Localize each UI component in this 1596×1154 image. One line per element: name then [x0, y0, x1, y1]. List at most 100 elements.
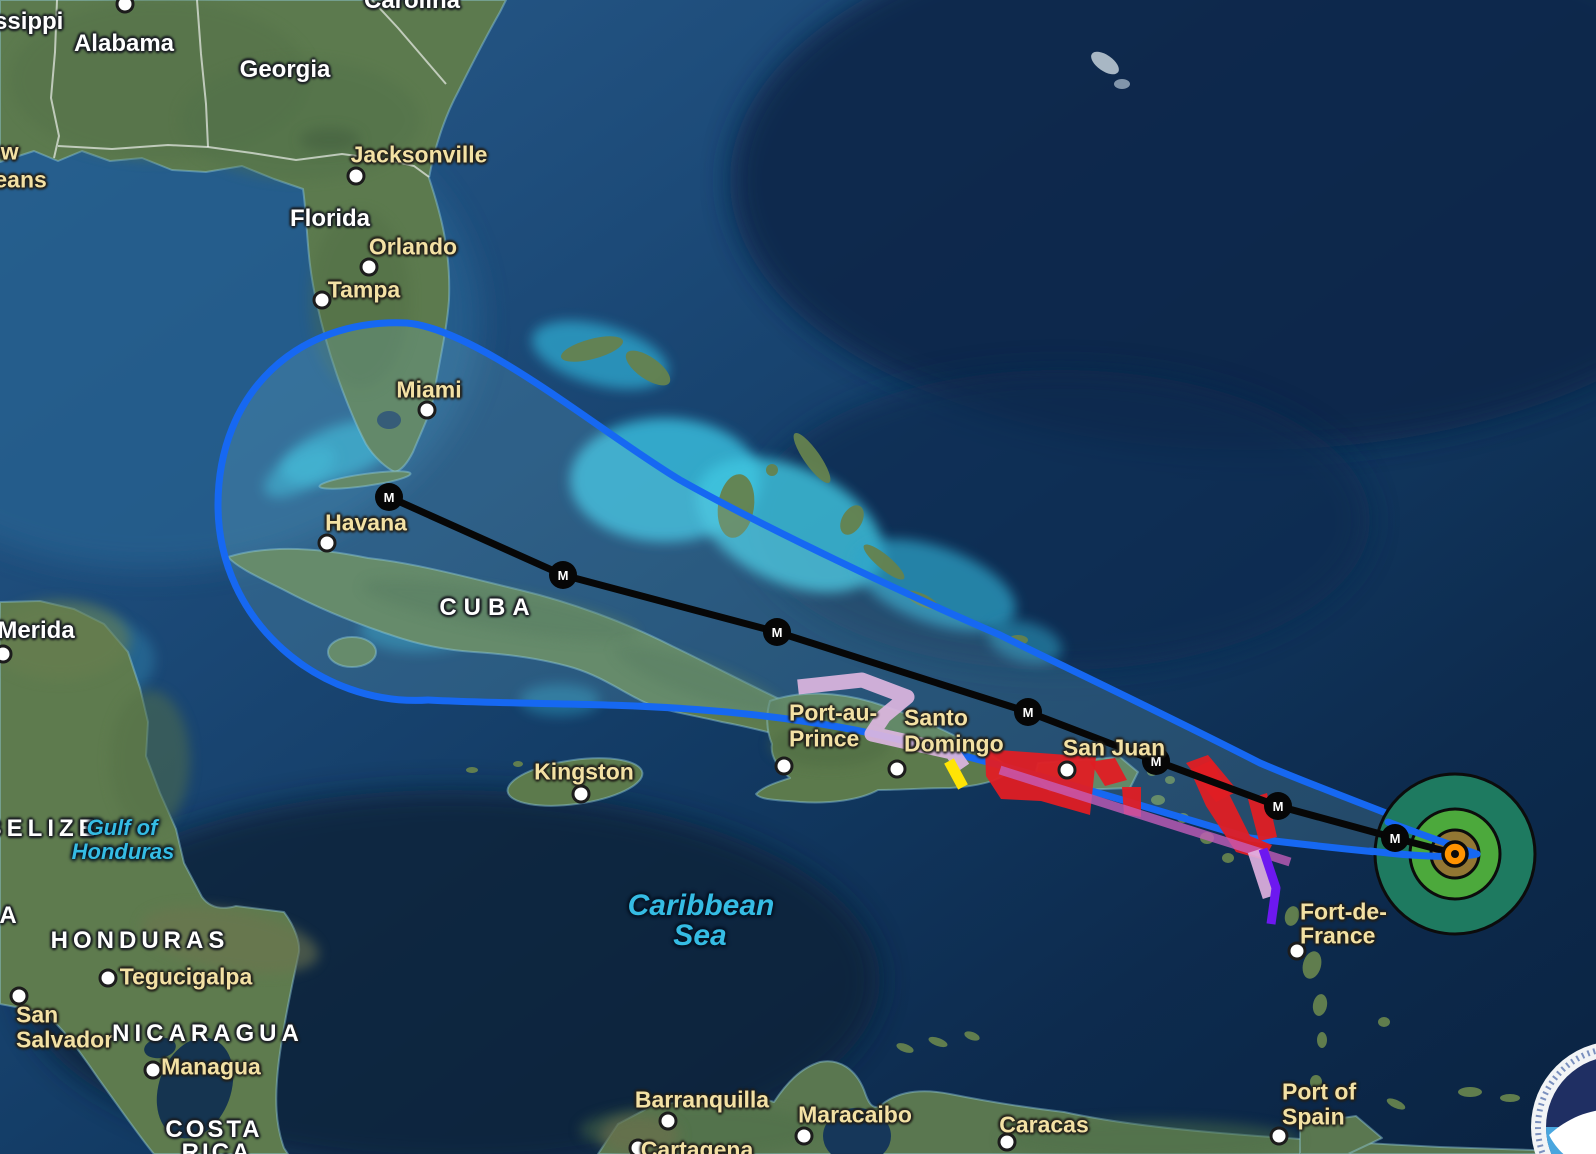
city-dot-tegucigalpa [98, 968, 118, 988]
city-dot-spain [1269, 1126, 1289, 1146]
watch-magenta-band [998, 765, 1292, 867]
track-point-major-hurricane-4: M [1014, 698, 1042, 726]
noaa-logo-bird-icon [1549, 1110, 1596, 1154]
water-label-sea: Sea [673, 919, 727, 952]
city-dot-caracas [997, 1132, 1017, 1152]
track-point-letter: M [1150, 753, 1162, 769]
cloud-speck-small [1114, 79, 1130, 89]
lake-maracaibo [823, 1108, 891, 1154]
region-label-ssippi: ssippi [0, 8, 64, 35]
region-label-costa: COSTA [165, 1116, 263, 1143]
track-point-letter: M [771, 624, 783, 640]
region-label-nicaragua: NICARAGUA [112, 1020, 304, 1047]
city-label-havana: Havana [325, 509, 407, 536]
deep-atlantic-shade [730, 0, 1596, 450]
warning-red-leeward-chevron [1190, 760, 1272, 860]
violet-segment-martinique [1258, 847, 1281, 925]
track-point-letter: M [1272, 798, 1284, 814]
city-label-fort-de: Fort-de- [1300, 898, 1387, 925]
noaa-logo-ring-text [1535, 1047, 1596, 1154]
city-dot-miami [417, 400, 437, 420]
city-label-jacksonville: Jacksonville [350, 141, 488, 168]
city-dot-domingo [887, 759, 907, 779]
lake-nicaragua [156, 1037, 234, 1139]
region-label-carolina: Carolina [363, 0, 461, 14]
watch-band-hispaniola [797, 672, 970, 773]
city-label-san-juan: San Juan [1062, 734, 1166, 761]
city-dot-kingston [571, 784, 591, 804]
storm-center-dot [1451, 850, 1459, 858]
city-label-orlando: Orlando [368, 233, 458, 260]
region-label-merida: Merida [0, 617, 75, 644]
land-jamaica [506, 757, 644, 807]
track-point-letter: M [1022, 704, 1034, 720]
region-label-cuba: CUBA [439, 594, 537, 621]
city-label-tegucigalpa: Tegucigalpa [119, 963, 253, 990]
city-label-san: San [16, 1001, 59, 1028]
region-label-florida: Florida [289, 205, 371, 232]
warning-red-puerto-rico-1 [1090, 758, 1127, 786]
city-label-tampa: Tampa [327, 276, 401, 303]
city-label-managua: Managua [161, 1053, 261, 1080]
city-dot-cartagena [628, 1138, 648, 1154]
water-label-caribbean: Caribbean [627, 889, 775, 922]
track-point-major-hurricane-5: M [1142, 747, 1170, 775]
city-dot-havana [317, 533, 337, 553]
region-label-a: A [0, 902, 17, 929]
track-point-major-hurricane-6: M [1264, 792, 1292, 820]
city-dot-dot [115, 0, 135, 14]
noaa-logo: noaa [1529, 1039, 1596, 1154]
forecast-track-line [387, 493, 1453, 857]
forecast-cone-fill [218, 322, 1480, 861]
city-label-santo: Santo [904, 704, 968, 731]
city-label-port-of: Port of [1282, 1078, 1357, 1105]
region-label-georgia: Georgia [239, 56, 331, 83]
track-point-letter: M [557, 567, 569, 583]
track-point-major-hurricane-2: M [549, 561, 577, 589]
region-label-honduras: HONDURAS [50, 927, 230, 954]
water-label-gulf-of: Gulf of [86, 815, 158, 840]
city-label-domingo: Domingo [904, 730, 1004, 757]
yellow-segment-santo-domingo [944, 758, 968, 790]
city-dot-prince [774, 756, 794, 776]
city-label-caracas: Caracas [999, 1111, 1089, 1138]
city-dot-dot [0, 644, 13, 664]
city-label-ew: ew [0, 138, 19, 165]
region-label-belize: BELIZE [0, 815, 100, 842]
state-borders [49, 0, 447, 178]
city-dot-france [1287, 941, 1307, 961]
city-dot-tampa [312, 290, 332, 310]
city-label-cartagena: Cartagena [640, 1136, 754, 1154]
city-dot-salvador [9, 986, 29, 1006]
lake-managua [144, 1037, 176, 1059]
city-label-port-au: Port-au- [789, 699, 878, 726]
city-dot-orlando [359, 257, 379, 277]
city-label-france: France [1300, 922, 1376, 949]
city-dot-barranquilla [658, 1111, 678, 1131]
track-point-major-hurricane-7: M [1381, 824, 1409, 852]
track-point-major-hurricane-3: M [763, 618, 791, 646]
city-dot-jacksonville [346, 166, 366, 186]
city-label-maracaibo: Maracaibo [798, 1101, 912, 1128]
city-label-leans: leans [0, 166, 47, 193]
land-central-america [0, 600, 301, 1154]
city-label-salvador: Salvador [16, 1026, 114, 1053]
watch-pink-martinique [1247, 848, 1276, 900]
city-label-kingston: Kingston [534, 758, 634, 785]
warning-red-leeward-east [1248, 793, 1277, 841]
cloud-speck [1091, 51, 1119, 75]
region-label-alabama: Alabama [73, 30, 175, 57]
track-point-major-hurricane-1: M [375, 483, 403, 511]
track-point-letter: M [1389, 830, 1401, 846]
city-dot-managua [143, 1060, 163, 1080]
water-label-honduras: Honduras [71, 839, 175, 864]
land-trinidad [1299, 1115, 1383, 1154]
city-dot-maracaibo [794, 1126, 814, 1146]
region-label-rica: RICA [181, 1139, 253, 1154]
track-point-letter: M [383, 489, 395, 505]
isle-of-youth [327, 636, 377, 668]
city-label-spain: Spain [1282, 1103, 1345, 1130]
